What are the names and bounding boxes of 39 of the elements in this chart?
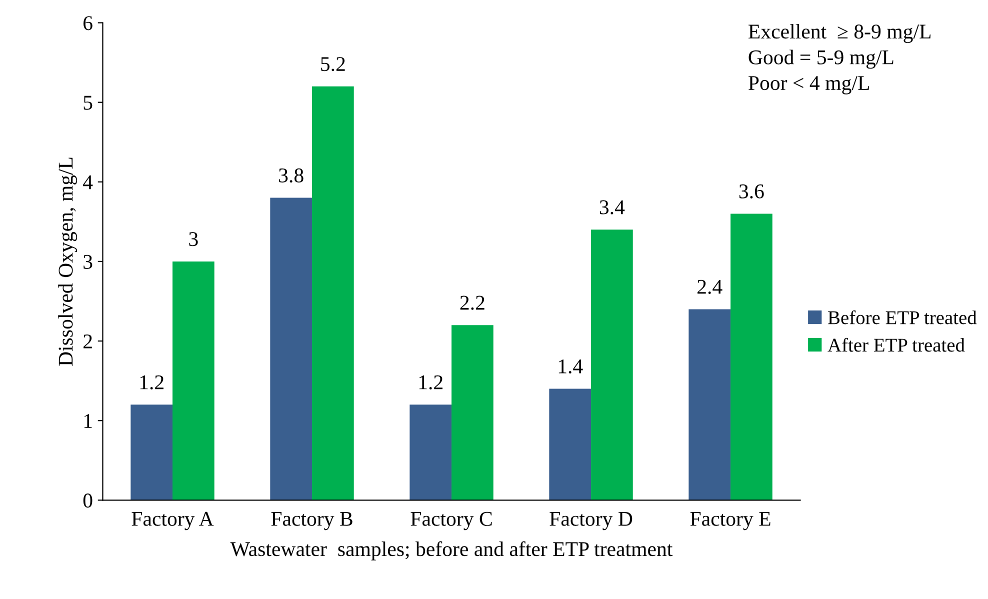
bar	[688, 309, 731, 500]
legend-label: Before ETP treated	[828, 310, 977, 324]
x-axis-title: Wastewater samples; before and after ETP treatment	[230, 541, 673, 560]
y-axis-title: Dissolved Oxygen, mg/L	[58, 158, 78, 366]
annotation: Excellent ≥ 8-9 mg/L	[748, 24, 931, 43]
data-label: 2.2	[460, 296, 484, 310]
bar	[452, 325, 494, 500]
data-label: 3	[189, 232, 198, 246]
data-label: 3.4	[600, 200, 625, 214]
data-label: 2.4	[697, 280, 722, 294]
annotation: Poor < 4 mg/L	[748, 76, 869, 94]
x-tick-label: Factory D	[550, 512, 632, 530]
y-tick-label: 5	[84, 96, 92, 110]
x-tick-label: Factory B	[271, 512, 352, 530]
y-tick-label: 1	[84, 414, 92, 428]
bar	[312, 86, 354, 500]
legend-label: After ETP treated	[828, 338, 965, 352]
bar	[591, 230, 633, 500]
bar	[172, 261, 214, 500]
y-tick-label: 2	[84, 334, 92, 348]
y-tick-label: 4	[83, 175, 93, 190]
bar	[730, 214, 772, 500]
data-label: 3.8	[279, 168, 304, 183]
bar	[410, 404, 452, 500]
data-label: 5.2	[321, 57, 345, 72]
annotation: Good = 5-9 mg/L	[748, 50, 894, 69]
y-tick-label: 3	[84, 254, 92, 269]
data-label: 1.2	[140, 375, 164, 390]
y-tick-label: 6	[84, 16, 92, 30]
x-tick-label: Factory A	[132, 512, 214, 530]
data-label: 3.6	[739, 184, 764, 198]
x-tick-label: Factory C	[410, 512, 492, 530]
x-tick-label: Factory E	[690, 512, 770, 530]
data-label: 1.2	[419, 375, 442, 390]
bar	[549, 388, 592, 500]
data-label: 1.4	[558, 359, 583, 374]
bar	[130, 404, 173, 500]
bar	[270, 198, 312, 500]
y-tick-label: 0	[83, 494, 92, 508]
